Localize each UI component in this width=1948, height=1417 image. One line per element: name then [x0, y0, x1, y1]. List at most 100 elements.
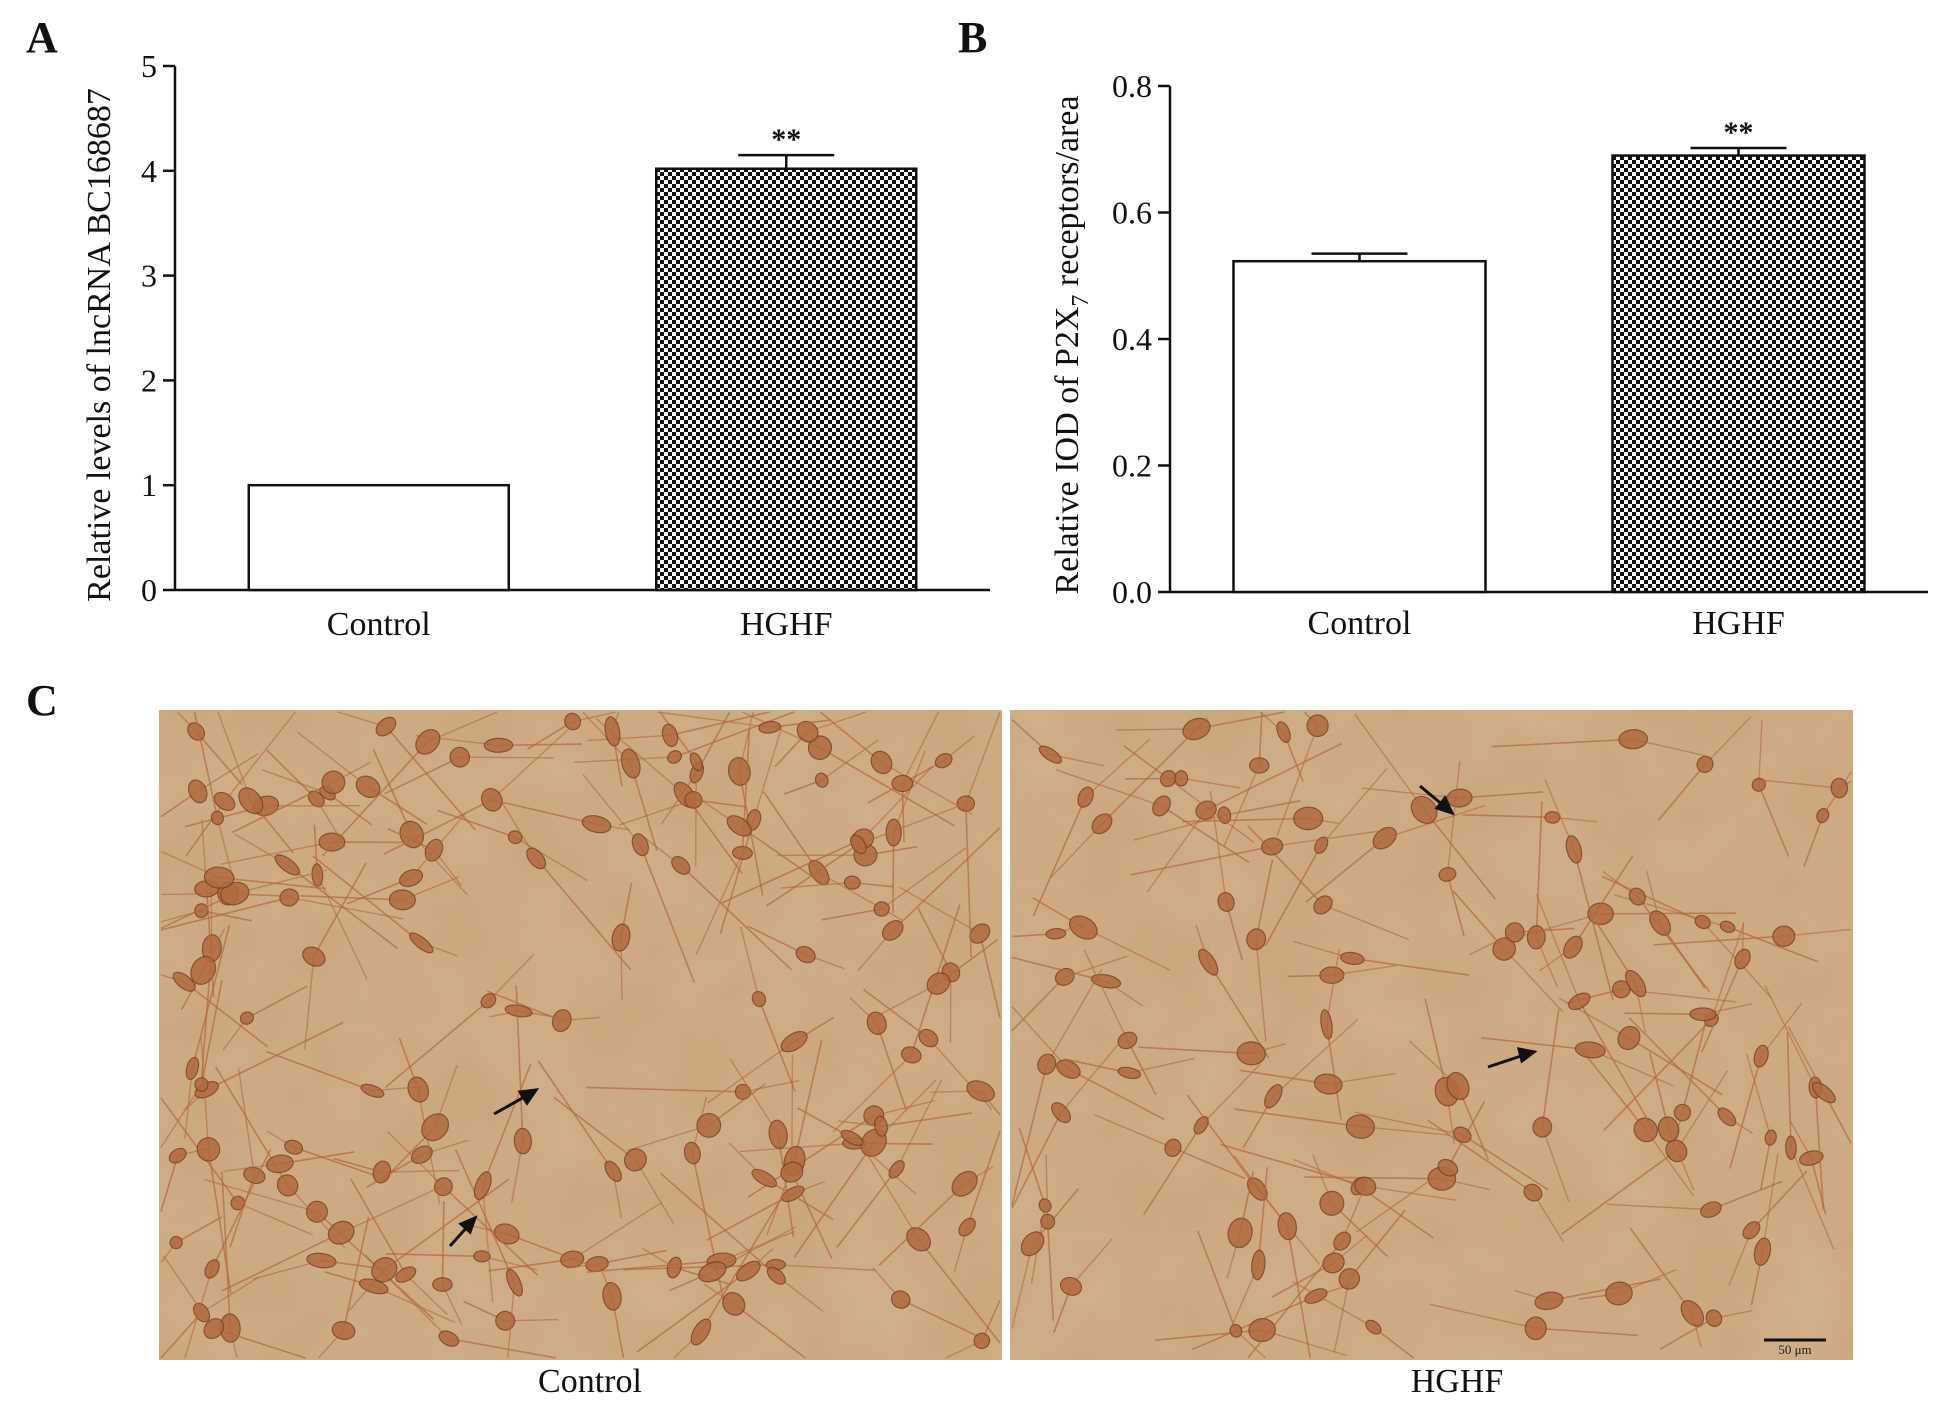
cell-body — [1657, 1116, 1680, 1143]
cell-process — [297, 731, 369, 788]
cell-process — [851, 1137, 917, 1195]
arrow-hghf-2 — [1487, 1047, 1538, 1069]
cell-body — [1090, 973, 1122, 989]
cell-body — [751, 1168, 778, 1188]
cell-process — [878, 1183, 966, 1266]
cell-body — [210, 810, 224, 826]
cell-body — [1313, 1073, 1343, 1095]
cell-process — [224, 711, 296, 802]
cell-body — [1717, 1107, 1737, 1127]
cell-body — [751, 990, 767, 1008]
cell-process — [185, 800, 226, 857]
cell-process — [1573, 849, 1614, 1000]
cell-process — [313, 862, 367, 957]
cell-process — [1704, 716, 1752, 765]
cell-body — [768, 1119, 788, 1150]
cell-process — [1325, 1024, 1342, 1120]
y-tick-label: 0.2 — [1112, 448, 1152, 484]
cell-process — [762, 791, 820, 874]
cell-process — [349, 1178, 407, 1275]
cell-process — [481, 1255, 538, 1271]
cell-body — [1246, 928, 1267, 951]
cell-body — [885, 818, 902, 847]
cell-body — [1830, 777, 1849, 799]
cell-body — [1037, 1053, 1057, 1075]
cell-process — [1814, 1087, 1825, 1211]
panel-label-c: C — [26, 676, 58, 725]
cell-body — [1056, 1059, 1081, 1079]
cells-control — [160, 711, 1001, 1359]
cell-body — [513, 1127, 532, 1155]
cell-process — [1011, 1112, 1062, 1209]
cell-body — [631, 833, 649, 857]
cell-body — [360, 1083, 385, 1098]
cell-process — [1129, 1057, 1195, 1074]
cell-process — [482, 1185, 494, 1303]
cell-process — [1491, 738, 1634, 748]
cell-body — [1152, 795, 1171, 817]
cell-body — [1772, 925, 1796, 947]
cell-process — [1636, 896, 1711, 993]
cell-process — [832, 1054, 912, 1133]
cell-body — [781, 1185, 805, 1203]
cell-body — [891, 774, 914, 793]
cell-process — [836, 1168, 898, 1249]
cell-process — [160, 1155, 179, 1212]
cell-body — [1293, 806, 1324, 831]
cell-body — [1734, 948, 1751, 970]
significance-label: ** — [1724, 116, 1754, 149]
y-tick-label: 5 — [141, 48, 157, 84]
cell-process — [1083, 949, 1129, 1041]
cell-process — [1446, 874, 1465, 937]
cell-body — [604, 716, 621, 747]
cell-process — [1068, 1068, 1165, 1121]
cell-process — [289, 896, 404, 920]
cell-body — [661, 723, 679, 748]
cell-body — [1304, 1288, 1328, 1304]
cell-body — [1798, 1150, 1824, 1166]
cell-process — [917, 907, 952, 973]
cell-body — [473, 1250, 491, 1263]
cell-process — [1234, 1108, 1361, 1128]
cell-body — [1261, 837, 1284, 856]
cell-process — [1049, 823, 1103, 880]
cell-body — [966, 1080, 995, 1102]
cell-body — [204, 1259, 220, 1279]
arrow-hghf-1 — [1419, 784, 1455, 816]
cell-process — [639, 844, 696, 983]
cell-process — [1728, 1230, 1753, 1286]
cell-process — [674, 711, 795, 758]
cell-body — [1365, 1319, 1382, 1335]
cell-process — [871, 982, 939, 1020]
cell-process — [1255, 939, 1267, 1042]
cell-body — [866, 1011, 887, 1035]
cell-body — [1504, 922, 1525, 943]
cell-process — [1429, 1303, 1536, 1329]
cell-process — [596, 1249, 668, 1265]
micrograph-caption-control: Control — [538, 1363, 642, 1400]
cell-process — [1085, 738, 1150, 798]
cell-process — [1207, 961, 1270, 1059]
cell-process — [515, 985, 524, 1142]
cell-process — [535, 857, 632, 971]
cell-process — [1032, 796, 1087, 917]
cell-process — [160, 1312, 203, 1359]
cell-process — [1200, 1064, 1261, 1126]
cell-body — [1174, 770, 1189, 787]
cell-process — [1675, 1070, 1728, 1152]
cell-process — [1181, 777, 1241, 789]
cell-process — [899, 886, 981, 935]
cell-body — [727, 757, 751, 786]
y-tick-label: 0 — [141, 572, 157, 608]
cell-process — [1572, 855, 1634, 948]
cell-body — [321, 770, 346, 795]
cell-process — [863, 988, 929, 1039]
cell-process — [1645, 1129, 1694, 1196]
cell-process — [410, 812, 467, 879]
cell-body — [1345, 1114, 1375, 1139]
cell-process — [875, 1022, 908, 1111]
cell-body — [731, 845, 753, 860]
cell-body — [421, 1113, 450, 1142]
cell-process — [1481, 1036, 1591, 1051]
cell-process — [1590, 1049, 1674, 1087]
